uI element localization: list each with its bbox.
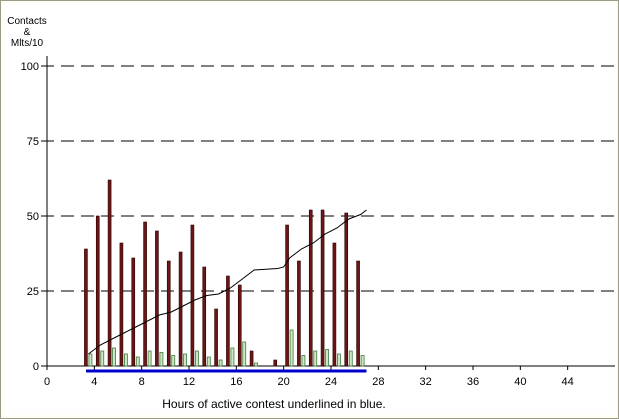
mults-bar: [112, 347, 116, 367]
cumulative-line: [88, 209, 367, 355]
x-tick-label: 20: [278, 376, 290, 388]
mults-bar: [301, 355, 306, 367]
mults-bar: [254, 362, 258, 367]
x-tick-label: 0: [44, 376, 50, 388]
y-tick-label: 0: [33, 361, 39, 373]
contacts-bar: [84, 248, 88, 367]
mults-bar: [348, 350, 353, 367]
contacts-bar: [226, 275, 230, 367]
x-tick-label: 16: [230, 376, 242, 388]
x-axis-label: Hours of active contest underlined in bl…: [162, 397, 386, 411]
mults-bar: [159, 352, 164, 367]
contacts-bar: [344, 212, 349, 367]
mults-bar: [230, 347, 235, 367]
mults-bar: [360, 355, 365, 367]
contacts-bar: [297, 260, 301, 367]
mults-bar: [242, 341, 247, 367]
x-tick-label: 36: [467, 376, 479, 388]
contacts-bar: [119, 242, 124, 367]
x-tick-label: 44: [562, 376, 574, 388]
contacts-bar: [178, 251, 183, 367]
contacts-bar: [190, 224, 195, 367]
x-tick-label: 32: [420, 376, 432, 388]
contacts-bar: [166, 260, 171, 367]
mults-bar: [171, 355, 176, 367]
x-tick-label: 8: [139, 376, 145, 388]
contacts-bar: [214, 308, 218, 367]
mults-bar: [135, 356, 140, 367]
mults-bar: [124, 353, 128, 367]
mults-bar: [100, 350, 105, 367]
contacts-bar: [320, 209, 325, 367]
x-tick-label: 4: [91, 376, 97, 388]
mults-bar: [206, 356, 211, 367]
y-tick-label: 25: [27, 286, 39, 298]
contacts-bar: [308, 209, 313, 367]
contacts-bar: [249, 350, 254, 367]
contacts-bar: [356, 260, 360, 367]
contacts-bar: [273, 359, 278, 367]
y-tick-label: 100: [21, 61, 39, 73]
contacts-bar: [131, 257, 136, 367]
y-axis-label-line-1: Contacts: [7, 16, 47, 27]
mults-bar: [337, 353, 341, 367]
mults-bar: [88, 353, 93, 367]
x-tick-label: 40: [514, 376, 526, 388]
y-tick-label: 50: [27, 211, 39, 223]
contacts-bar: [107, 179, 112, 367]
x-tick-label: 12: [183, 376, 195, 388]
y-axis-label-line-3: Mlts/10: [10, 38, 44, 49]
mults-bar: [313, 350, 318, 367]
contacts-bar: [95, 215, 100, 367]
contacts-bar: [332, 242, 337, 367]
x-tick-label: 28: [372, 376, 384, 388]
x-tick-label: 24: [325, 376, 337, 388]
contacts-bar: [285, 224, 289, 367]
contacts-bar: [237, 284, 242, 367]
mults-bar: [195, 350, 199, 367]
mults-bar: [218, 359, 223, 367]
mults-bar: [289, 329, 294, 367]
y-axis-label-line-2: &: [23, 27, 31, 38]
mults-bar: [147, 350, 152, 367]
mults-bar: [325, 349, 329, 367]
contacts-bar: [155, 230, 159, 367]
contacts-bar: [202, 266, 207, 367]
y-tick-label: 75: [27, 136, 39, 148]
mults-bar: [183, 353, 187, 367]
contacts-bar: [143, 221, 147, 367]
